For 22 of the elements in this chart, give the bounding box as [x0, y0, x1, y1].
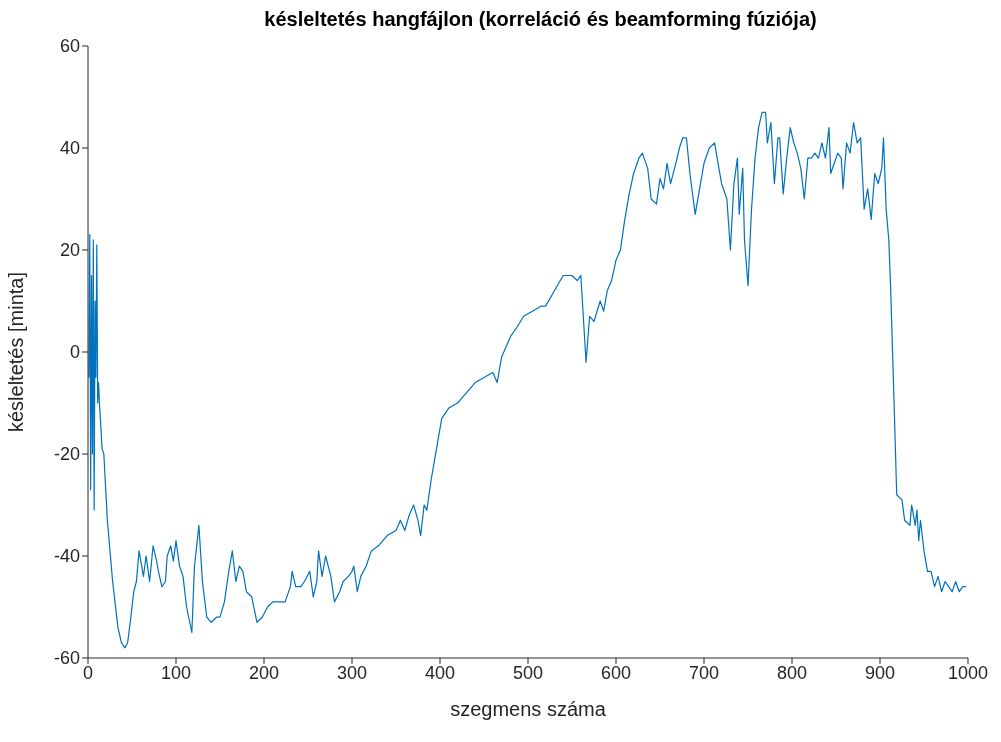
y-tick-label: 20: [59, 240, 80, 261]
x-tick-label: 300: [336, 662, 368, 683]
y-tick-label: 60: [59, 36, 80, 57]
x-tick-label: 0: [82, 662, 94, 683]
y-tick-label: -20: [53, 444, 80, 465]
line-series: [88, 111, 967, 649]
x-tick-label: 900: [864, 662, 896, 683]
y-tick-label: 0: [69, 342, 80, 363]
x-tick-label: 400: [424, 662, 456, 683]
x-axis-title: szegmens száma: [450, 698, 607, 720]
x-tick-label: 100: [160, 662, 192, 683]
x-tick-label: 1000: [947, 662, 989, 683]
y-tick-label: -40: [53, 546, 80, 567]
x-tick-label: 700: [688, 662, 720, 683]
chart-title: késleltetés hangfájlon (korreláció és beamforming fúziója): [263, 8, 818, 32]
x-tick-label: 500: [512, 662, 544, 683]
x-tick-label: 600: [600, 662, 632, 683]
x-tick-label: 200: [248, 662, 280, 683]
y-tick-label: 40: [59, 138, 80, 159]
y-axis-title: késleltetés [minta]: [5, 271, 28, 433]
x-tick-label: 800: [776, 662, 808, 683]
y-tick-label: -60: [53, 648, 80, 669]
